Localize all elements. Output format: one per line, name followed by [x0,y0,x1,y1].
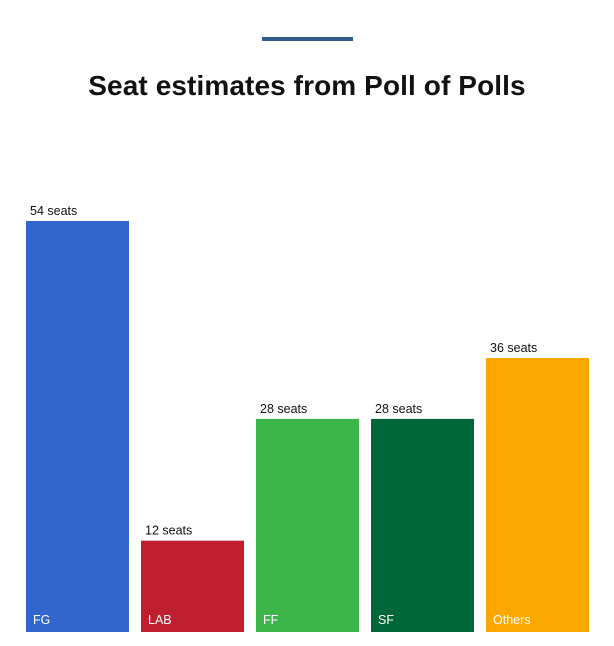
bar-lab [141,540,244,632]
category-label-fg: FG [33,613,50,627]
value-label-fg: 54 seats [30,204,77,218]
value-label-ff: 28 seats [260,402,307,416]
bar-ff [256,418,359,632]
bar-sf [371,418,474,632]
value-label-sf: 28 seats [375,402,422,416]
category-label-sf: SF [378,613,394,627]
category-label-others: Others [493,613,531,627]
bar-fg [26,221,129,632]
bar-others [486,358,589,632]
chart-title: Seat estimates from Poll of Polls [88,70,526,101]
value-label-lab: 12 seats [145,524,192,538]
category-label-lab: LAB [148,613,172,627]
value-label-others: 36 seats [490,341,537,355]
category-label-ff: FF [263,613,279,627]
title-accent-line [262,37,353,41]
